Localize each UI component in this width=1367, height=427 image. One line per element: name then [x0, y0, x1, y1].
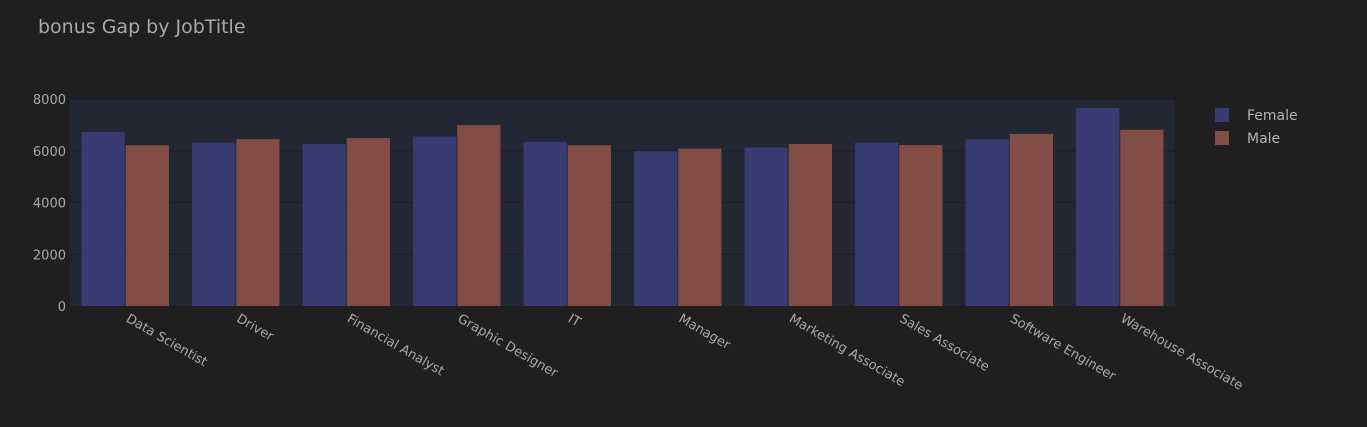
- legend-swatch-female: [1215, 108, 1229, 122]
- x-tick-label: Data Scientist: [123, 311, 209, 369]
- bar-female: [413, 136, 457, 306]
- bar-male: [1120, 129, 1164, 306]
- bar-male: [236, 139, 280, 306]
- chart-title: bonus Gap by JobTitle: [38, 16, 246, 38]
- bar-female: [192, 142, 236, 306]
- y-tick-label: 0: [58, 300, 66, 315]
- bar-female: [523, 141, 567, 306]
- bar-female: [634, 151, 678, 306]
- y-tick-label: 2000: [33, 248, 66, 263]
- x-tick-label: Graphic Designer: [455, 311, 561, 381]
- x-tick-label: Marketing Associate: [786, 311, 907, 390]
- x-tick-label: Financial Analyst: [344, 311, 446, 379]
- bar-male: [125, 145, 169, 306]
- bar-male: [457, 125, 501, 306]
- bar-male: [567, 145, 611, 306]
- bar-female: [855, 142, 899, 306]
- bar-male: [788, 144, 832, 306]
- bar-female: [965, 139, 1009, 306]
- x-tick-label: IT: [565, 311, 583, 330]
- legend-label-female: Female: [1247, 108, 1298, 124]
- x-tick-label: Driver: [234, 311, 277, 344]
- x-tick-label: Software Engineer: [1007, 311, 1118, 384]
- bar-female: [744, 147, 788, 306]
- x-tick-label: Warehouse Associate: [1118, 311, 1246, 393]
- bar-male: [1009, 133, 1053, 306]
- y-tick-label: 8000: [33, 93, 66, 108]
- bar-female: [1076, 108, 1120, 307]
- bar-male: [899, 145, 943, 306]
- legend-swatch-male: [1215, 131, 1229, 145]
- bar-male: [678, 148, 722, 306]
- legend-label-male: Male: [1247, 131, 1280, 147]
- y-tick-label: 6000: [33, 145, 66, 160]
- bar-female: [302, 144, 346, 306]
- y-tick-label: 4000: [33, 197, 66, 212]
- x-tick-label: Manager: [676, 311, 733, 353]
- bar-female: [81, 132, 125, 306]
- bar-male: [346, 138, 390, 306]
- x-tick-label: Sales Associate: [897, 311, 992, 374]
